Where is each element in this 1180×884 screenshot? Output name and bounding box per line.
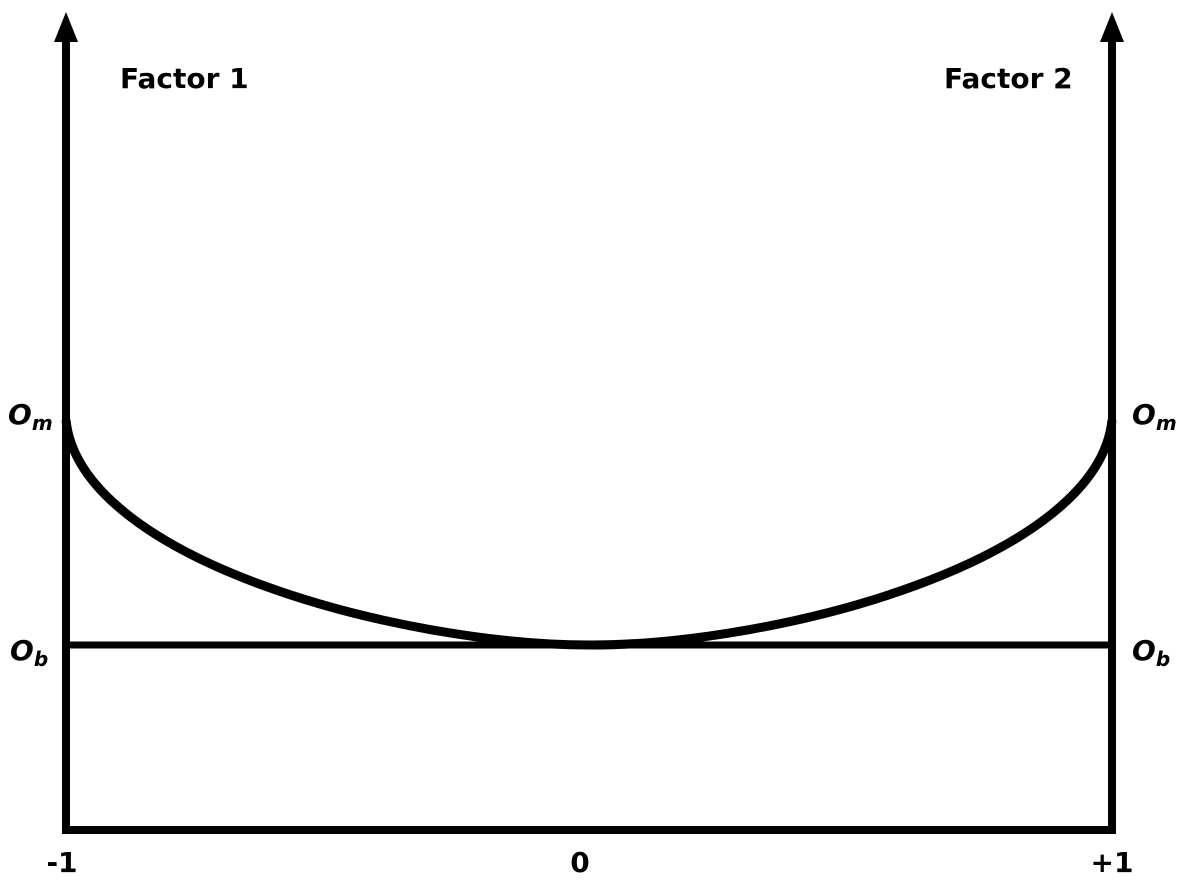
subscript: b <box>1156 647 1170 671</box>
subscript: b <box>34 647 48 671</box>
letter: O <box>10 634 34 667</box>
factor-right: Factor 2 <box>944 62 1073 95</box>
level-lower-left: Ob <box>10 634 48 671</box>
x-label: +1 <box>1091 846 1134 879</box>
factor-left: Factor 1 <box>120 62 249 95</box>
subscript: m <box>1156 411 1177 435</box>
level-lower-right: Ob <box>1132 634 1170 671</box>
x-label: -1 <box>46 846 77 879</box>
left-arrow <box>54 12 78 42</box>
level-upper-left: Om <box>8 398 53 435</box>
x-label: 0 <box>570 846 589 879</box>
curve <box>61 419 1117 650</box>
right-arrow <box>1100 12 1124 42</box>
letter: O <box>1132 398 1156 431</box>
letter: O <box>8 398 32 431</box>
level-upper-right: Om <box>1132 398 1177 435</box>
subscript: m <box>32 411 53 435</box>
letter: O <box>1132 634 1156 667</box>
